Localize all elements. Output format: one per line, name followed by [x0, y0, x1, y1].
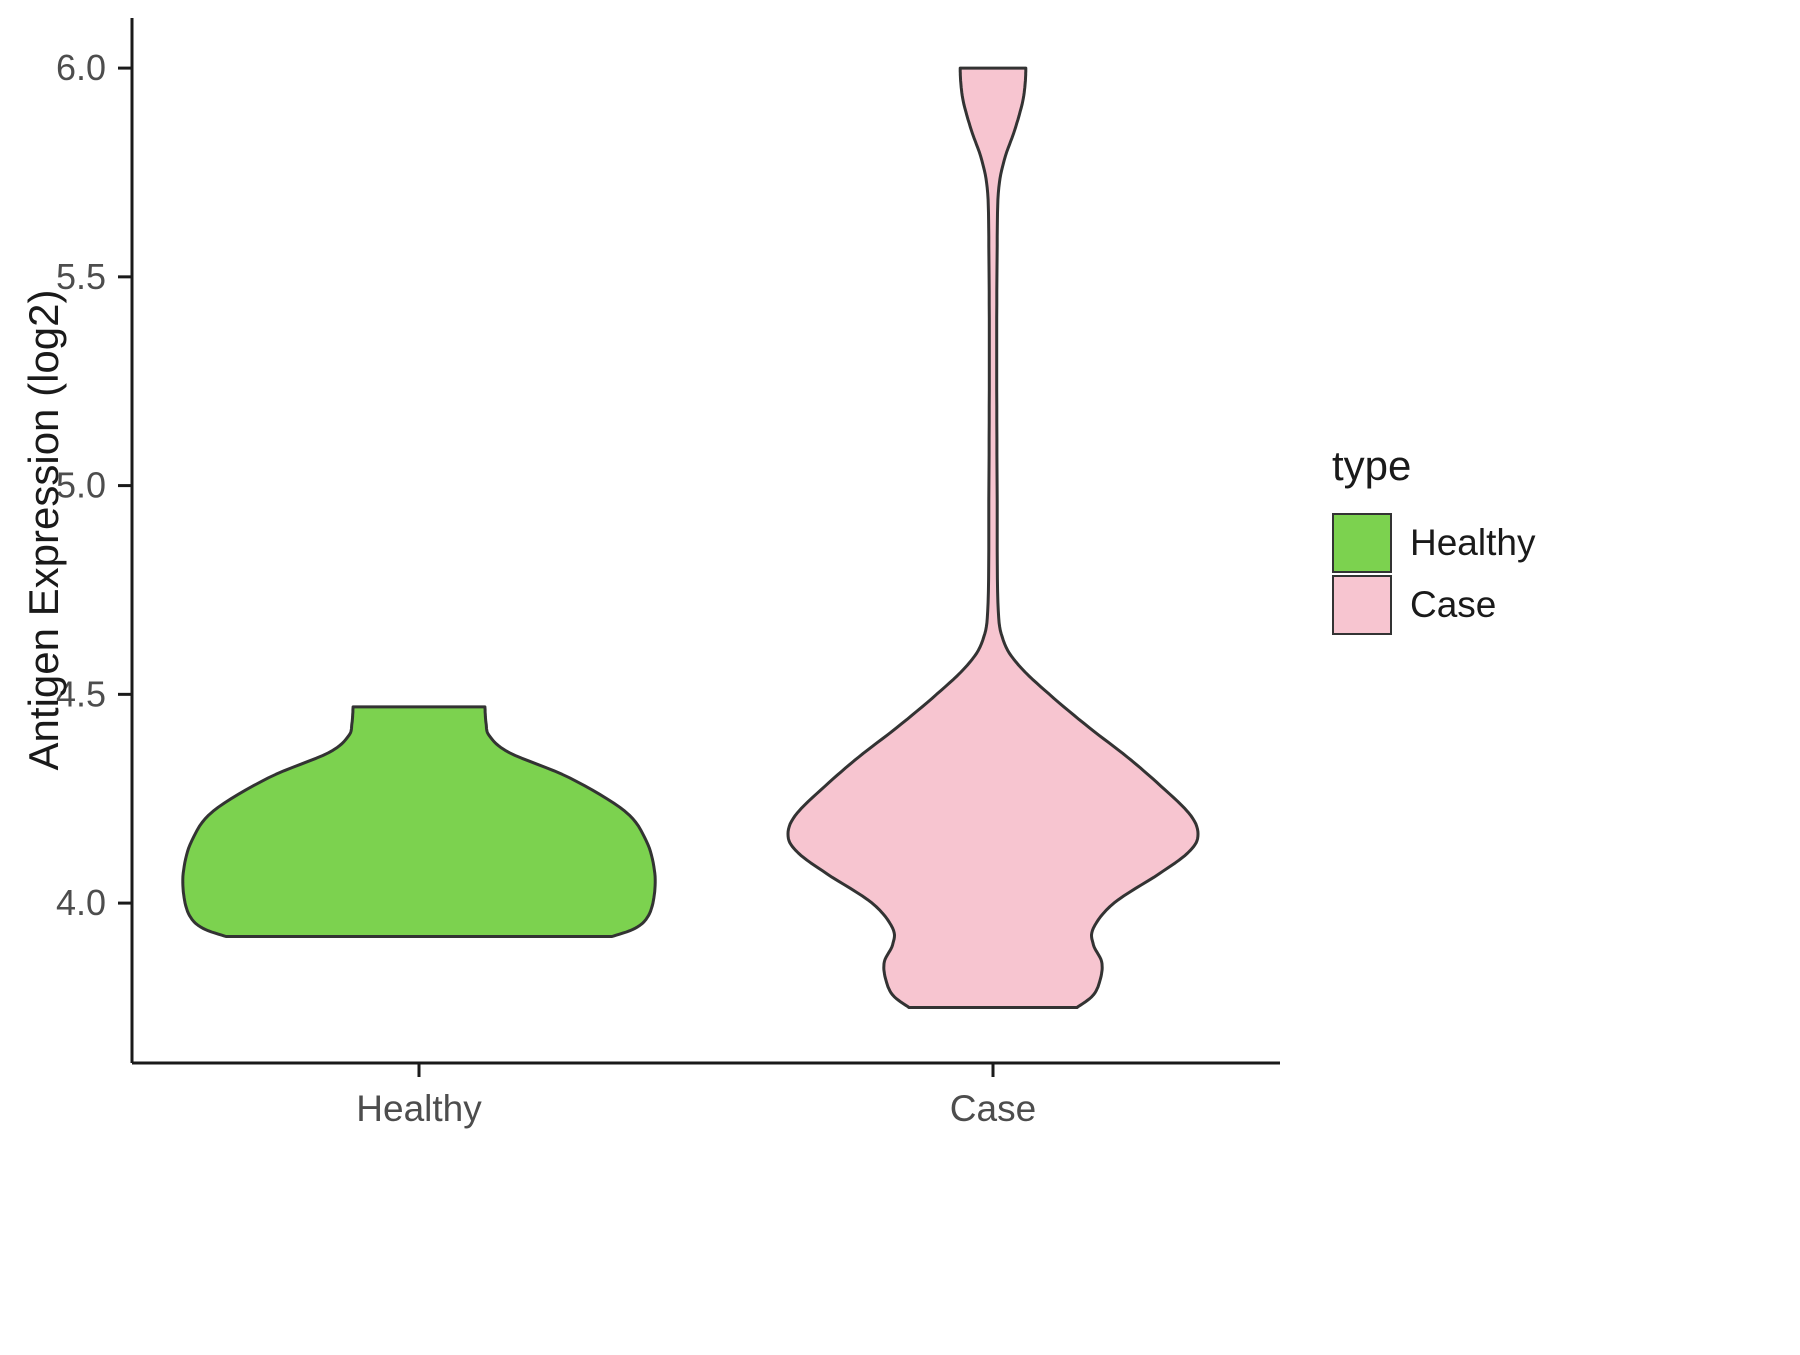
violin-healthy — [181, 705, 657, 938]
x-category-label: Case — [950, 1088, 1036, 1129]
y-tick-label: 4.0 — [56, 882, 106, 923]
x-category-label: Healthy — [356, 1088, 482, 1129]
y-tick-label: 5.5 — [56, 256, 106, 297]
legend-item-case: Case — [1332, 574, 1535, 636]
y-tick-label: 6.0 — [56, 47, 106, 88]
legend-title: type — [1332, 442, 1412, 489]
legend-label-case: Case — [1410, 584, 1497, 625]
legend: type Healthy Case — [1332, 442, 1535, 636]
y-axis-title: Antigen Expression (log2) — [20, 289, 67, 771]
y-tick-label: 4.5 — [56, 673, 106, 714]
y-tick-label: 5.0 — [56, 465, 106, 506]
legend-label-healthy: Healthy — [1410, 522, 1536, 563]
violin-case — [786, 66, 1200, 1009]
legend-item-healthy: Healthy — [1332, 512, 1535, 574]
legend-swatch-case-icon — [1332, 575, 1392, 635]
legend-swatch-healthy-icon — [1332, 513, 1392, 573]
